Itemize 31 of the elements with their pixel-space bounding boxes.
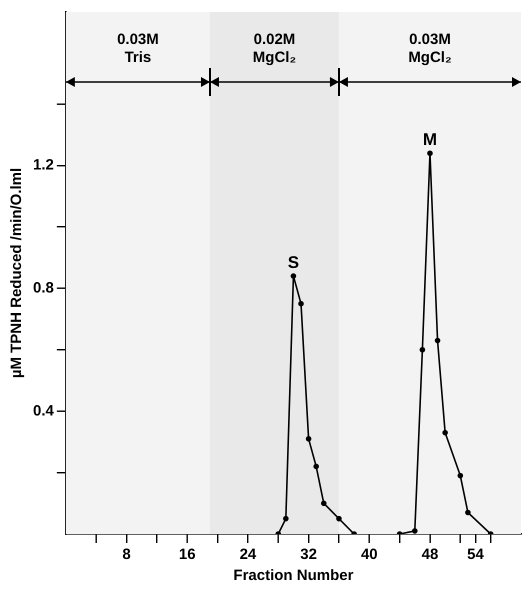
point bbox=[412, 528, 418, 534]
y-tick-label: 0.4 bbox=[32, 402, 54, 420]
y-tick-label: 1.2 bbox=[32, 156, 54, 174]
point bbox=[283, 516, 289, 522]
point bbox=[442, 430, 448, 436]
band-label: 0.03M Tris bbox=[117, 31, 159, 66]
x-tick-label: 16 bbox=[178, 546, 196, 564]
annotation: M bbox=[422, 130, 438, 150]
annotation: S bbox=[288, 253, 300, 272]
point bbox=[427, 150, 433, 156]
point bbox=[298, 300, 304, 307]
x-axis-title: Fraction Number bbox=[233, 567, 354, 584]
point bbox=[336, 516, 342, 522]
band-label: 0.02M MgCl₂ bbox=[252, 31, 296, 66]
band-label: 0.03M MgCl₂ bbox=[408, 31, 452, 66]
y-tick-label: 0.8 bbox=[32, 279, 54, 296]
point bbox=[420, 346, 426, 353]
x-tick-label: 24 bbox=[240, 546, 257, 564]
x-tick-label: 54 bbox=[467, 546, 484, 564]
point bbox=[290, 273, 296, 279]
x-tick-label: 32 bbox=[300, 546, 317, 564]
x-tick-label: 40 bbox=[360, 546, 378, 564]
point bbox=[313, 464, 319, 470]
point bbox=[306, 436, 312, 442]
x-tick-label: 8 bbox=[122, 546, 131, 564]
point bbox=[465, 510, 471, 516]
point bbox=[320, 500, 327, 506]
point bbox=[434, 338, 440, 344]
point bbox=[458, 472, 464, 478]
x-tick-label: 48 bbox=[422, 546, 438, 564]
y-axis-title: µM TPNH Reduced /min/O.lml bbox=[8, 168, 26, 378]
